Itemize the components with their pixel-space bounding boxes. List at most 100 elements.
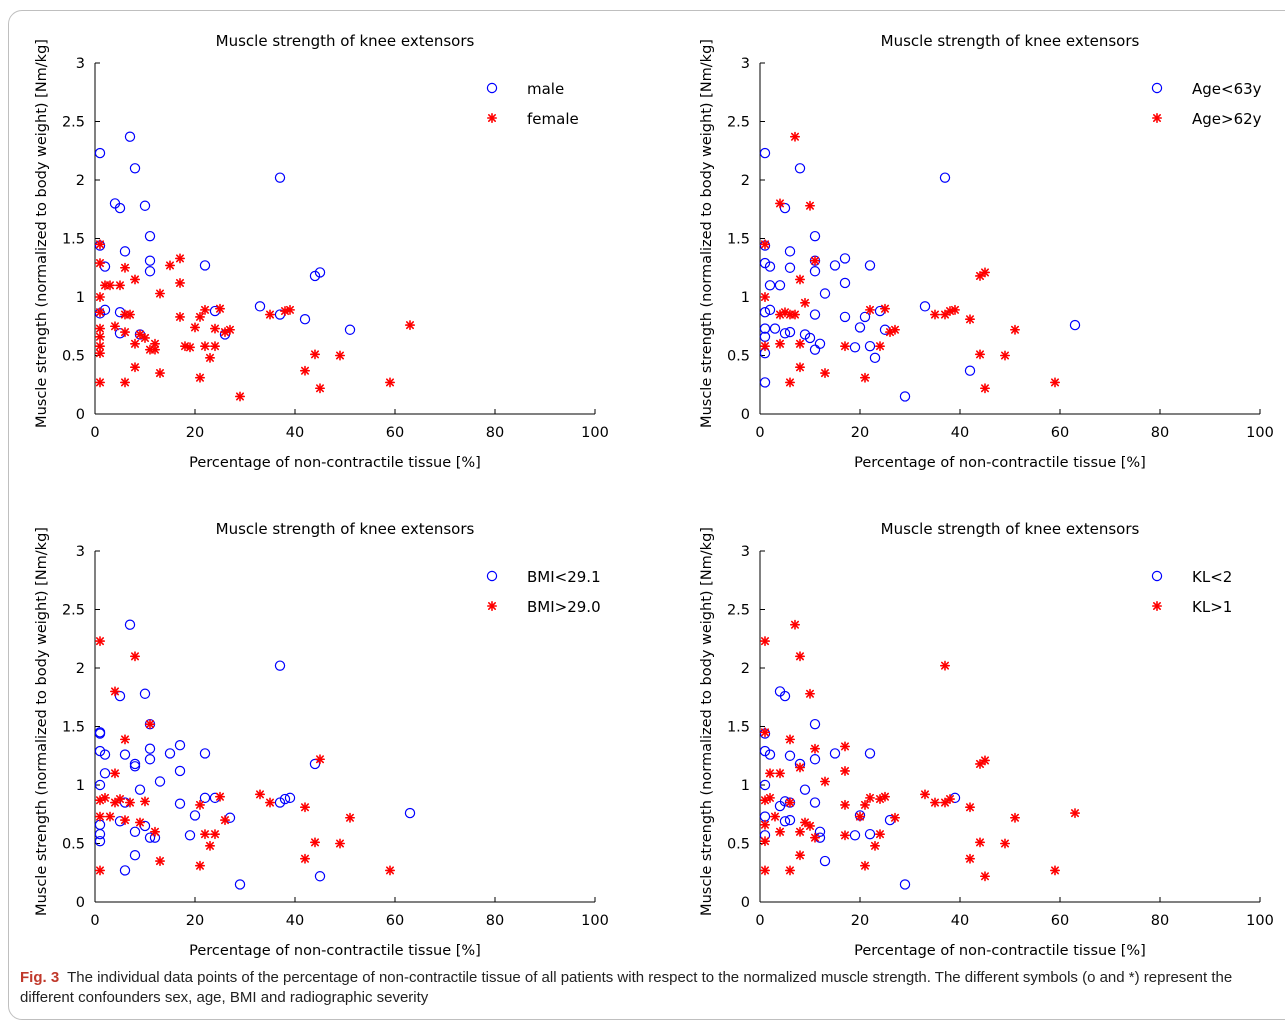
data-point-star: [130, 338, 140, 349]
data-point-star: [760, 291, 770, 303]
x-tick-label: 20: [186, 425, 204, 441]
data-point-star: [299, 365, 311, 376]
data-point-circle: [1151, 82, 1163, 94]
data-point-circle: [299, 314, 311, 325]
data-point-circle: [199, 260, 211, 271]
data-point-star: [120, 815, 130, 826]
data-point-star: [974, 349, 986, 360]
data-point-circle: [144, 255, 156, 266]
data-point-circle: [849, 830, 861, 841]
data-point-star: [840, 799, 850, 810]
data-point-star: [215, 303, 225, 314]
data-point-star: [130, 274, 140, 285]
data-point-star: [135, 817, 145, 828]
data-point-star: [95, 377, 105, 388]
y-axis-label: Muscle strength (normalized to body weig…: [34, 527, 50, 916]
data-point-circle: [769, 323, 781, 334]
data-point-circle: [129, 758, 141, 770]
data-point-star: [855, 811, 865, 822]
data-point-circle: [764, 749, 776, 760]
data-point-circle: [764, 261, 776, 272]
data-point-star: [215, 791, 225, 802]
data-point-star: [334, 838, 346, 849]
x-tick-label: 40: [951, 425, 969, 441]
data-point-star: [120, 734, 130, 745]
y-tick-label: 1.5: [727, 720, 750, 736]
data-point-star: [1009, 812, 1021, 823]
legend-label: BMI<29.1: [527, 568, 601, 586]
data-point-star: [765, 768, 775, 779]
y-tick-label: 1.5: [62, 720, 85, 736]
x-tick-label: 60: [1051, 425, 1069, 441]
data-point-star: [1049, 377, 1061, 388]
data-point-star: [979, 267, 991, 278]
data-point-star: [486, 113, 498, 123]
scatter-panel-age: Muscle strength of knee extensors 0 20 40 60…: [665, 10, 1285, 480]
data-point-circle: [814, 826, 826, 837]
data-point-circle: [164, 748, 176, 759]
data-point-star: [805, 820, 815, 831]
data-point-star: [284, 304, 296, 315]
y-tick-label: 3: [741, 544, 750, 560]
data-point-circle: [759, 147, 771, 159]
data-point-star: [880, 791, 890, 802]
data-point-star: [95, 865, 105, 876]
data-point-star: [155, 368, 165, 379]
data-point-star: [865, 792, 875, 803]
data-point-star: [860, 372, 870, 383]
data-point-circle: [864, 828, 876, 840]
data-point-star: [255, 789, 266, 800]
data-point-circle: [129, 850, 141, 861]
data-point-star: [944, 794, 956, 805]
data-point-circle: [284, 792, 296, 804]
legend-label: Age<63y: [1192, 80, 1262, 98]
data-point-circle: [809, 754, 821, 765]
data-point-star: [979, 755, 991, 766]
data-point-star: [130, 362, 140, 373]
data-point-star: [120, 262, 130, 273]
y-tick-label: 0: [741, 895, 750, 911]
data-point-star: [775, 338, 785, 349]
data-point-circle: [344, 324, 356, 335]
y-tick-label: 3: [76, 544, 85, 560]
data-point-star: [785, 377, 795, 388]
legend-label: female: [527, 110, 579, 128]
data-point-star: [404, 320, 416, 331]
data-point-star: [790, 619, 800, 630]
y-tick-label: 2.5: [62, 115, 85, 131]
data-point-star: [220, 815, 230, 826]
data-point-star: [979, 383, 991, 394]
data-point-star: [220, 327, 230, 338]
data-point-circle: [144, 754, 156, 765]
data-point-circle: [854, 322, 866, 333]
data-point-star: [130, 651, 140, 662]
data-point-star: [964, 802, 976, 813]
data-point-star: [880, 303, 890, 314]
data-point-circle: [199, 792, 211, 804]
x-tick-label: 100: [581, 913, 609, 929]
data-point-star: [110, 686, 120, 697]
data-point-circle: [779, 328, 791, 339]
data-point-star: [95, 323, 105, 334]
data-point-star: [264, 797, 276, 808]
data-point-star: [795, 274, 805, 285]
data-point-star: [974, 270, 986, 281]
data-point-star: [765, 792, 775, 803]
x-tick-label: 0: [90, 913, 99, 929]
data-point-circle: [234, 879, 246, 890]
data-point-circle: [119, 246, 131, 257]
data-point-star: [820, 368, 830, 379]
data-point-circle: [144, 743, 156, 754]
data-point-star: [929, 797, 941, 808]
data-point-star: [95, 307, 105, 318]
x-tick-label: 40: [286, 913, 304, 929]
data-point-circle: [849, 342, 861, 353]
data-point-circle: [94, 779, 106, 791]
data-point-star: [810, 255, 820, 266]
data-point-star: [810, 832, 820, 843]
data-point-star: [800, 297, 810, 308]
data-point-star: [785, 734, 795, 745]
x-tick-label: 60: [386, 913, 404, 929]
data-point-star: [795, 762, 805, 773]
